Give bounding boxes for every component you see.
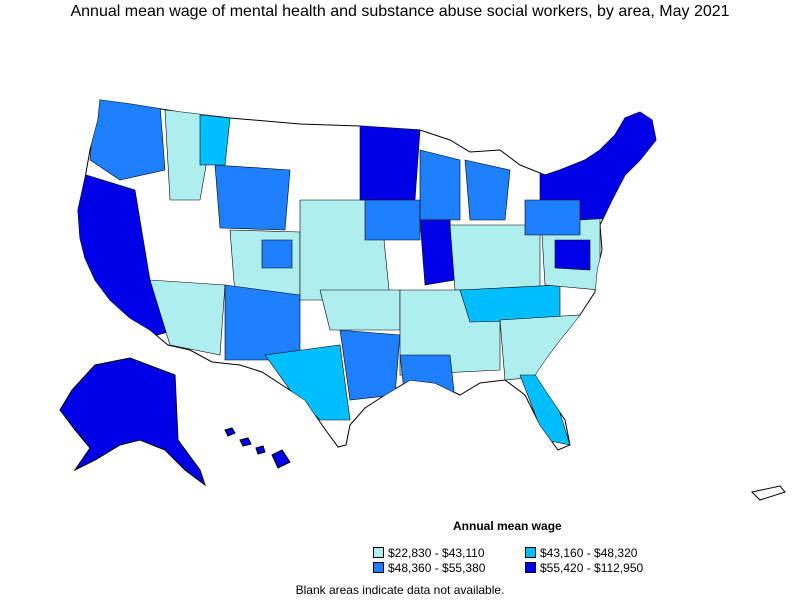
map-title: Annual mean wage of mental health and su… — [70, 3, 730, 20]
region-southeast — [499, 314, 581, 381]
region-tennessee — [459, 284, 561, 323]
region-arizona — [149, 279, 226, 356]
legend-swatch — [525, 547, 536, 558]
legend-label: $48,360 - $55,380 — [388, 561, 486, 575]
region-montana-west — [199, 114, 231, 166]
region-louisiana — [399, 354, 456, 401]
region-texas-west — [264, 344, 351, 421]
region-colorado-metro — [261, 239, 293, 269]
legend-swatch — [373, 562, 384, 573]
legend-item-range-4: $55,420 - $112,950 — [525, 561, 643, 575]
hawaii-islands — [224, 427, 291, 469]
legend-label: $43,160 - $48,320 — [540, 546, 638, 560]
region-wisconsin — [419, 149, 461, 221]
region-west-coast — [78, 169, 176, 341]
puerto-rico-shape — [750, 485, 786, 501]
legend-title: Annual mean wage — [453, 519, 562, 533]
legend-item-range-3: $48,360 - $55,380 — [373, 561, 485, 575]
region-virginia — [554, 239, 591, 271]
region-florida — [519, 374, 571, 446]
region-minnesota — [359, 124, 421, 201]
legend-label: $55,420 - $112,950 — [540, 561, 644, 575]
footnote: Blank areas indicate data not available. — [295, 583, 505, 597]
legend-swatch — [373, 547, 384, 558]
region-oklahoma — [319, 289, 401, 331]
legend-item-range-2: $43,160 - $48,320 — [525, 546, 637, 560]
alaska-shape — [59, 357, 206, 487]
region-wyoming — [214, 164, 291, 231]
region-iowa — [364, 199, 421, 241]
region-michigan — [464, 159, 511, 221]
region-illinois — [419, 219, 456, 286]
legend-swatch — [525, 562, 536, 573]
legend-label: $22,830 - $43,110 — [388, 546, 485, 560]
region-pennsylvania — [524, 199, 581, 236]
legend-item-range-1: $22,830 - $43,110 — [373, 546, 485, 560]
region-texas-east — [339, 329, 401, 401]
region-new-mexico — [224, 284, 301, 361]
